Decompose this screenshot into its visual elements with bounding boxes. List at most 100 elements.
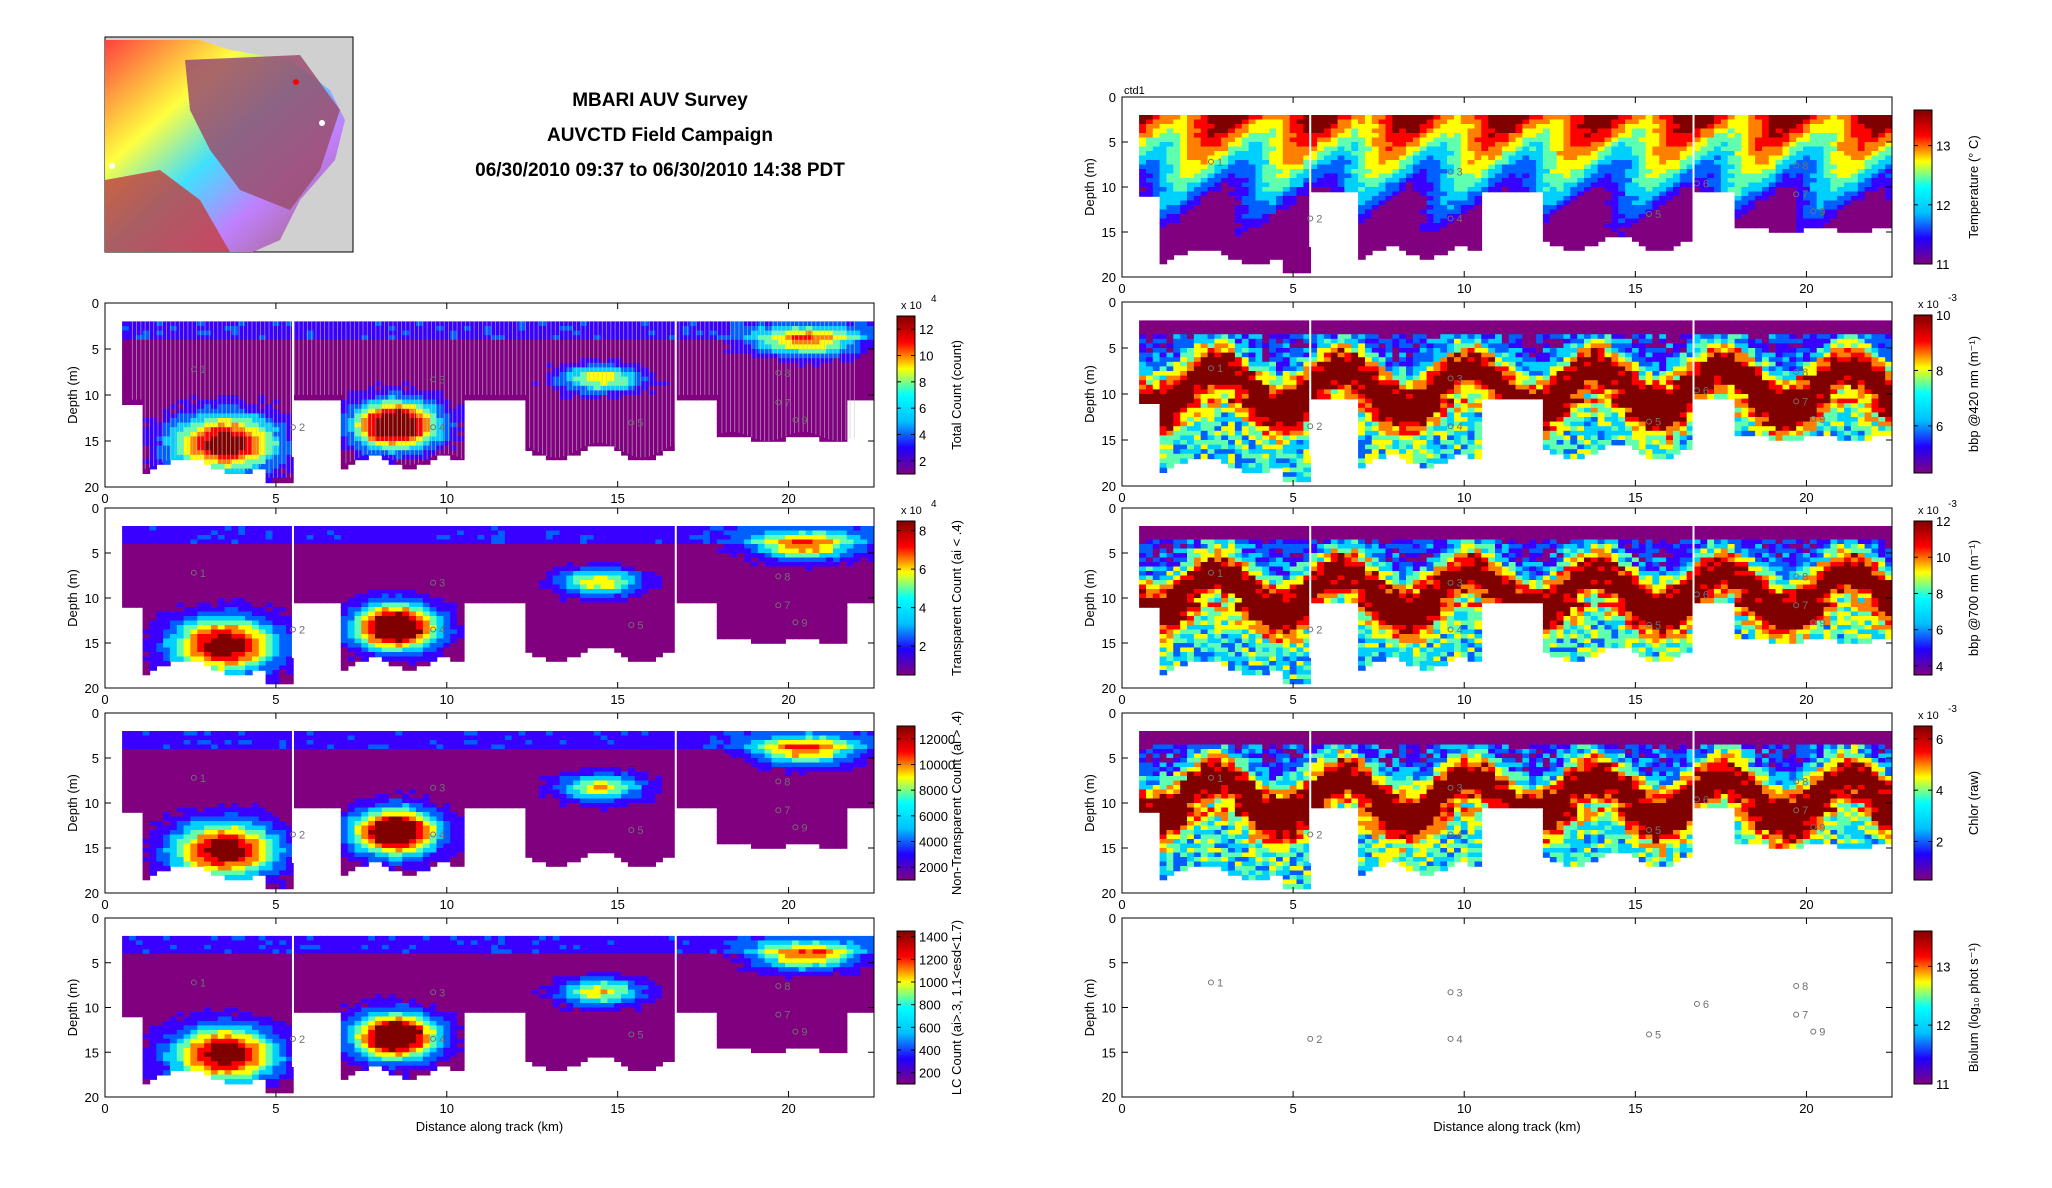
waypoint-label: 4 — [1457, 625, 1463, 637]
waypoint-label: 1 — [200, 568, 206, 580]
colorbar-tick-label: 1000 — [919, 975, 948, 990]
waypoint-label: 3 — [1457, 578, 1463, 590]
waypoint-label: 3 — [1457, 373, 1463, 385]
waypoint-label: 7 — [784, 1010, 790, 1022]
waypoint-8 — [775, 369, 782, 376]
colorbar-tick-label: 800 — [919, 998, 941, 1013]
y-tick-label: 20 — [85, 1090, 99, 1105]
colorbar-exponent-power: -3 — [1948, 704, 1957, 715]
waypoint-label: 5 — [637, 825, 643, 837]
y-tick-label: 10 — [1102, 591, 1116, 606]
colorbar-exponent-power: -3 — [1948, 293, 1957, 304]
y-tick-label: 10 — [1102, 1001, 1116, 1016]
waypoint-label: 8 — [1802, 160, 1808, 172]
waypoint-1 — [1207, 774, 1214, 781]
waypoint-5 — [628, 419, 635, 426]
waypoint-6 — [1693, 591, 1700, 598]
colorbar-label: Non-Transparent Count (ai > .4) — [949, 711, 964, 895]
waypoint-label: 5 — [1655, 1029, 1661, 1041]
waypoint-4 — [1447, 423, 1454, 430]
y-tick-label: 0 — [92, 296, 99, 311]
axes-box — [1121, 917, 1893, 1098]
x-tick-label: 5 — [1289, 1101, 1296, 1116]
waypoint-label: 9 — [1819, 1027, 1825, 1039]
x-tick-label: 0 — [101, 897, 108, 912]
y-tick-label: 15 — [85, 434, 99, 449]
waypoint-label: 2 — [299, 625, 305, 637]
waypoint-label: 8 — [784, 981, 790, 993]
waypoint-9 — [1810, 1028, 1817, 1035]
heatmap-field — [1139, 112, 1892, 274]
waypoint-label: 4 — [1457, 214, 1463, 226]
title-line-3: 06/30/2010 09:37 to 06/30/2010 14:38 PDT — [475, 160, 845, 181]
waypoint-3 — [1447, 989, 1454, 996]
waypoint-3 — [430, 579, 437, 586]
waypoint-label: 5 — [1655, 209, 1661, 221]
heatmap-field — [122, 523, 874, 685]
x-axis-label: Distance along track (km) — [1433, 1119, 1580, 1134]
waypoint-label: 1 — [1217, 977, 1223, 989]
heatmap-field — [122, 318, 874, 484]
waypoint-label: 4 — [439, 830, 445, 842]
colorbar-chlor: 2 4 6 x 10 -3 Chlor (raw) — [1913, 704, 1981, 881]
y-tick-label: 5 — [1109, 751, 1116, 766]
waypoint-5 — [1646, 211, 1653, 217]
y-tick-label: 0 — [1109, 911, 1116, 926]
waypoint-label: 7 — [784, 397, 790, 409]
x-tick-label: 10 — [1457, 490, 1471, 505]
y-tick-label: 0 — [1109, 90, 1116, 105]
x-tick-label: 0 — [101, 1101, 108, 1116]
waypoint-8 — [775, 778, 782, 785]
colorbar-tick-label: 11 — [1936, 257, 1950, 272]
waypoint-6 — [1693, 387, 1700, 394]
x-tick-label: 15 — [610, 897, 624, 912]
colorbar-tick-label: 12 — [919, 322, 933, 337]
colorbar-exponent: x 10 — [901, 300, 922, 312]
x-tick-label: 15 — [1628, 897, 1642, 912]
colorbar-exponent-power: -3 — [1948, 499, 1957, 510]
waypoint-6 — [1693, 796, 1700, 803]
waypoint-label: 8 — [1802, 776, 1808, 788]
waypoint-markers: 1 2 3 4 5 6 7 8 9 — [1207, 568, 1825, 637]
x-tick-label: 10 — [1457, 692, 1471, 707]
colorbar-transparent-count: 2 4 6 8 x 10 4 Transparent Count (ai < .4) — [896, 499, 964, 676]
colorbar-exponent: x 10 — [1918, 299, 1939, 311]
y-tick-label: 10 — [85, 388, 99, 403]
waypoint-4 — [430, 831, 437, 838]
waypoint-label: 6 — [1703, 589, 1709, 601]
waypoint-1 — [190, 569, 197, 576]
colorbar-biolum: 11 12 13 Biolum (log₁₀ phot s⁻¹) — [1913, 930, 1981, 1092]
map-inset — [104, 36, 354, 253]
ctd-label: ctd1 — [1124, 85, 1145, 97]
waypoint-7 — [775, 1011, 782, 1018]
y-axis-label: Depth (m) — [65, 979, 80, 1037]
y-axis-label: Depth (m) — [1082, 158, 1097, 216]
waypoint-label: 5 — [1655, 620, 1661, 632]
colorbar-label: Chlor (raw) — [1966, 771, 1981, 835]
waypoint-label: 6 — [1703, 178, 1709, 190]
waypoint-label: 8 — [784, 571, 790, 583]
waypoint-label: 1 — [200, 773, 206, 785]
colorbar-tick-label: 6 — [1936, 623, 1943, 638]
colorbar-tick-label: 12000 — [919, 732, 955, 747]
y-tick-label: 20 — [85, 886, 99, 901]
x-tick-label: 10 — [1457, 1101, 1471, 1116]
waypoint-label: 6 — [1703, 385, 1709, 397]
waypoint-label: 1 — [200, 364, 206, 376]
colorbar-exponent: x 10 — [1918, 710, 1939, 722]
x-tick-label: 15 — [610, 491, 624, 506]
x-tick-label: 0 — [1118, 281, 1125, 296]
waypoint-label: 2 — [299, 830, 305, 842]
title-line-2: AUVCTD Field Campaign — [547, 125, 773, 146]
waypoint-label: 2 — [1316, 1034, 1322, 1046]
waypoint-markers: 1 2 3 4 5 7 8 9 — [190, 773, 808, 842]
waypoint-7 — [1793, 807, 1800, 814]
colorbar-tick-label: 8000 — [919, 783, 948, 798]
colorbar-tick-label: 10 — [1936, 550, 1950, 565]
y-axis-label: Depth (m) — [65, 569, 80, 627]
waypoint-label: 9 — [1819, 822, 1825, 834]
